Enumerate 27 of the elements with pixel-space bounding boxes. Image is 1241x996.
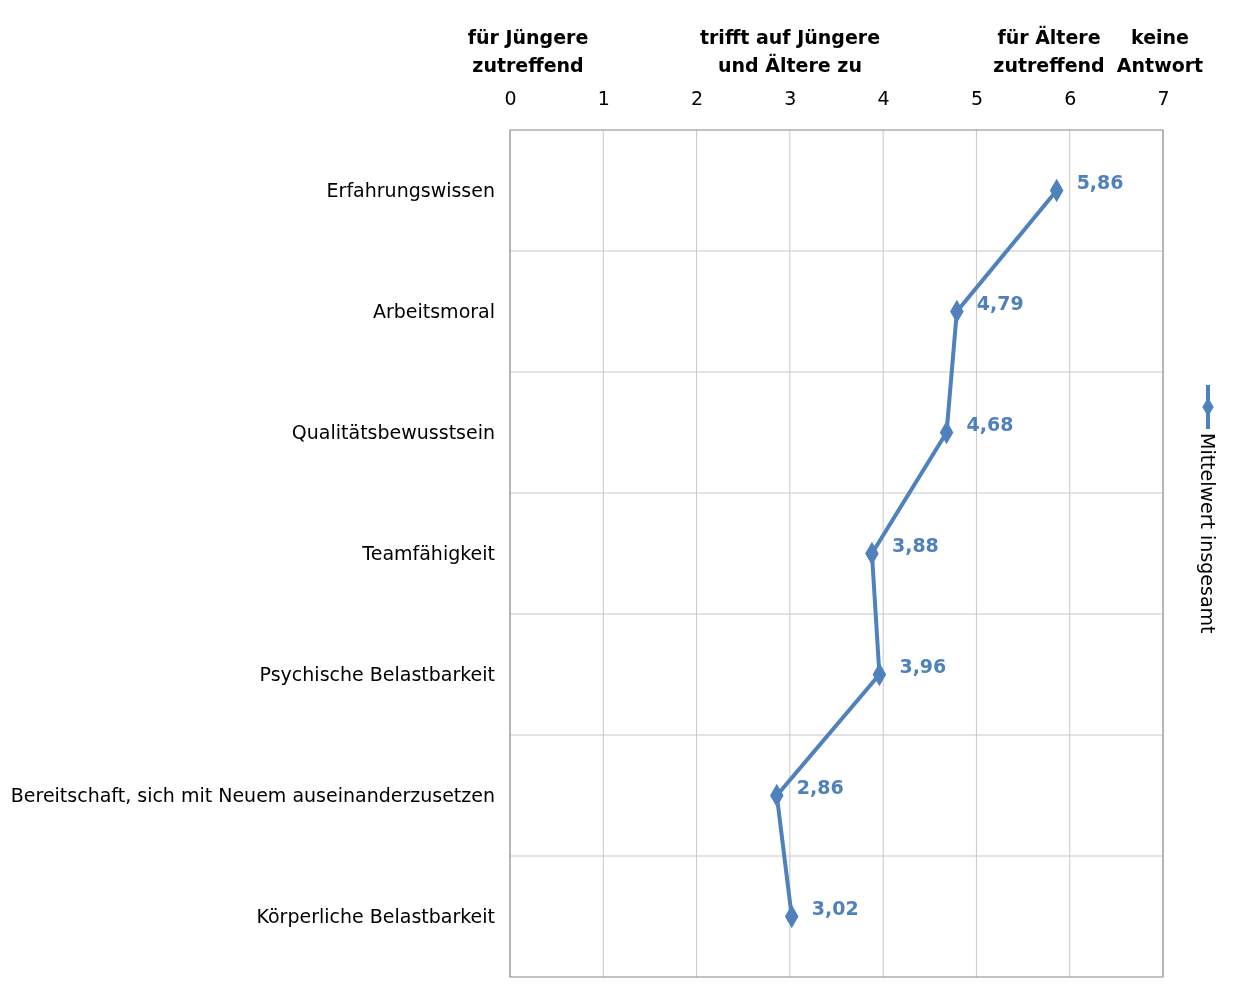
data-label: 4,68	[966, 412, 1014, 435]
y-tick-label: Bereitschaft, sich mit Neuem auseinanderzusetzen	[10, 784, 495, 807]
x-tick-label: 7	[1157, 87, 1170, 109]
x-tick-label: 3	[784, 87, 797, 109]
data-label: 2,86	[796, 775, 844, 798]
x-tick-label: 6	[1064, 87, 1077, 109]
text: für Jüngere zutreffend	[467, 26, 589, 76]
data-label: 3,02	[811, 896, 859, 919]
x-tick-label: 5	[970, 87, 983, 109]
x-tick-label: 2	[691, 87, 704, 109]
x-tick-label: 1	[597, 87, 610, 109]
x-tick-label: 4	[877, 87, 890, 109]
text: für Ältere zutreffend	[993, 25, 1105, 76]
data-label: 5,86	[1076, 170, 1124, 193]
y-tick-label: Teamfähigkeit	[361, 542, 495, 565]
y-tick-label: Arbeitsmoral	[372, 300, 495, 323]
x-tick-label: 0	[504, 87, 517, 109]
data-label: 3,88	[891, 533, 939, 556]
data-label: 3,96	[899, 654, 947, 677]
data-label: 4,79	[976, 291, 1024, 314]
legend-label: Mittelwert insgesamt	[1197, 433, 1219, 634]
y-tick-label: Körperliche Belastbarkeit	[256, 905, 495, 928]
y-tick-label: Qualitätsbewusstsein	[291, 421, 495, 444]
y-tick-label: Erfahrungswissen	[326, 179, 495, 202]
text: keine Antwort	[1116, 26, 1204, 76]
y-tick-label: Psychische Belastbarkeit	[259, 663, 495, 686]
text: trifft auf Jüngere und Ältere zu	[699, 26, 881, 76]
